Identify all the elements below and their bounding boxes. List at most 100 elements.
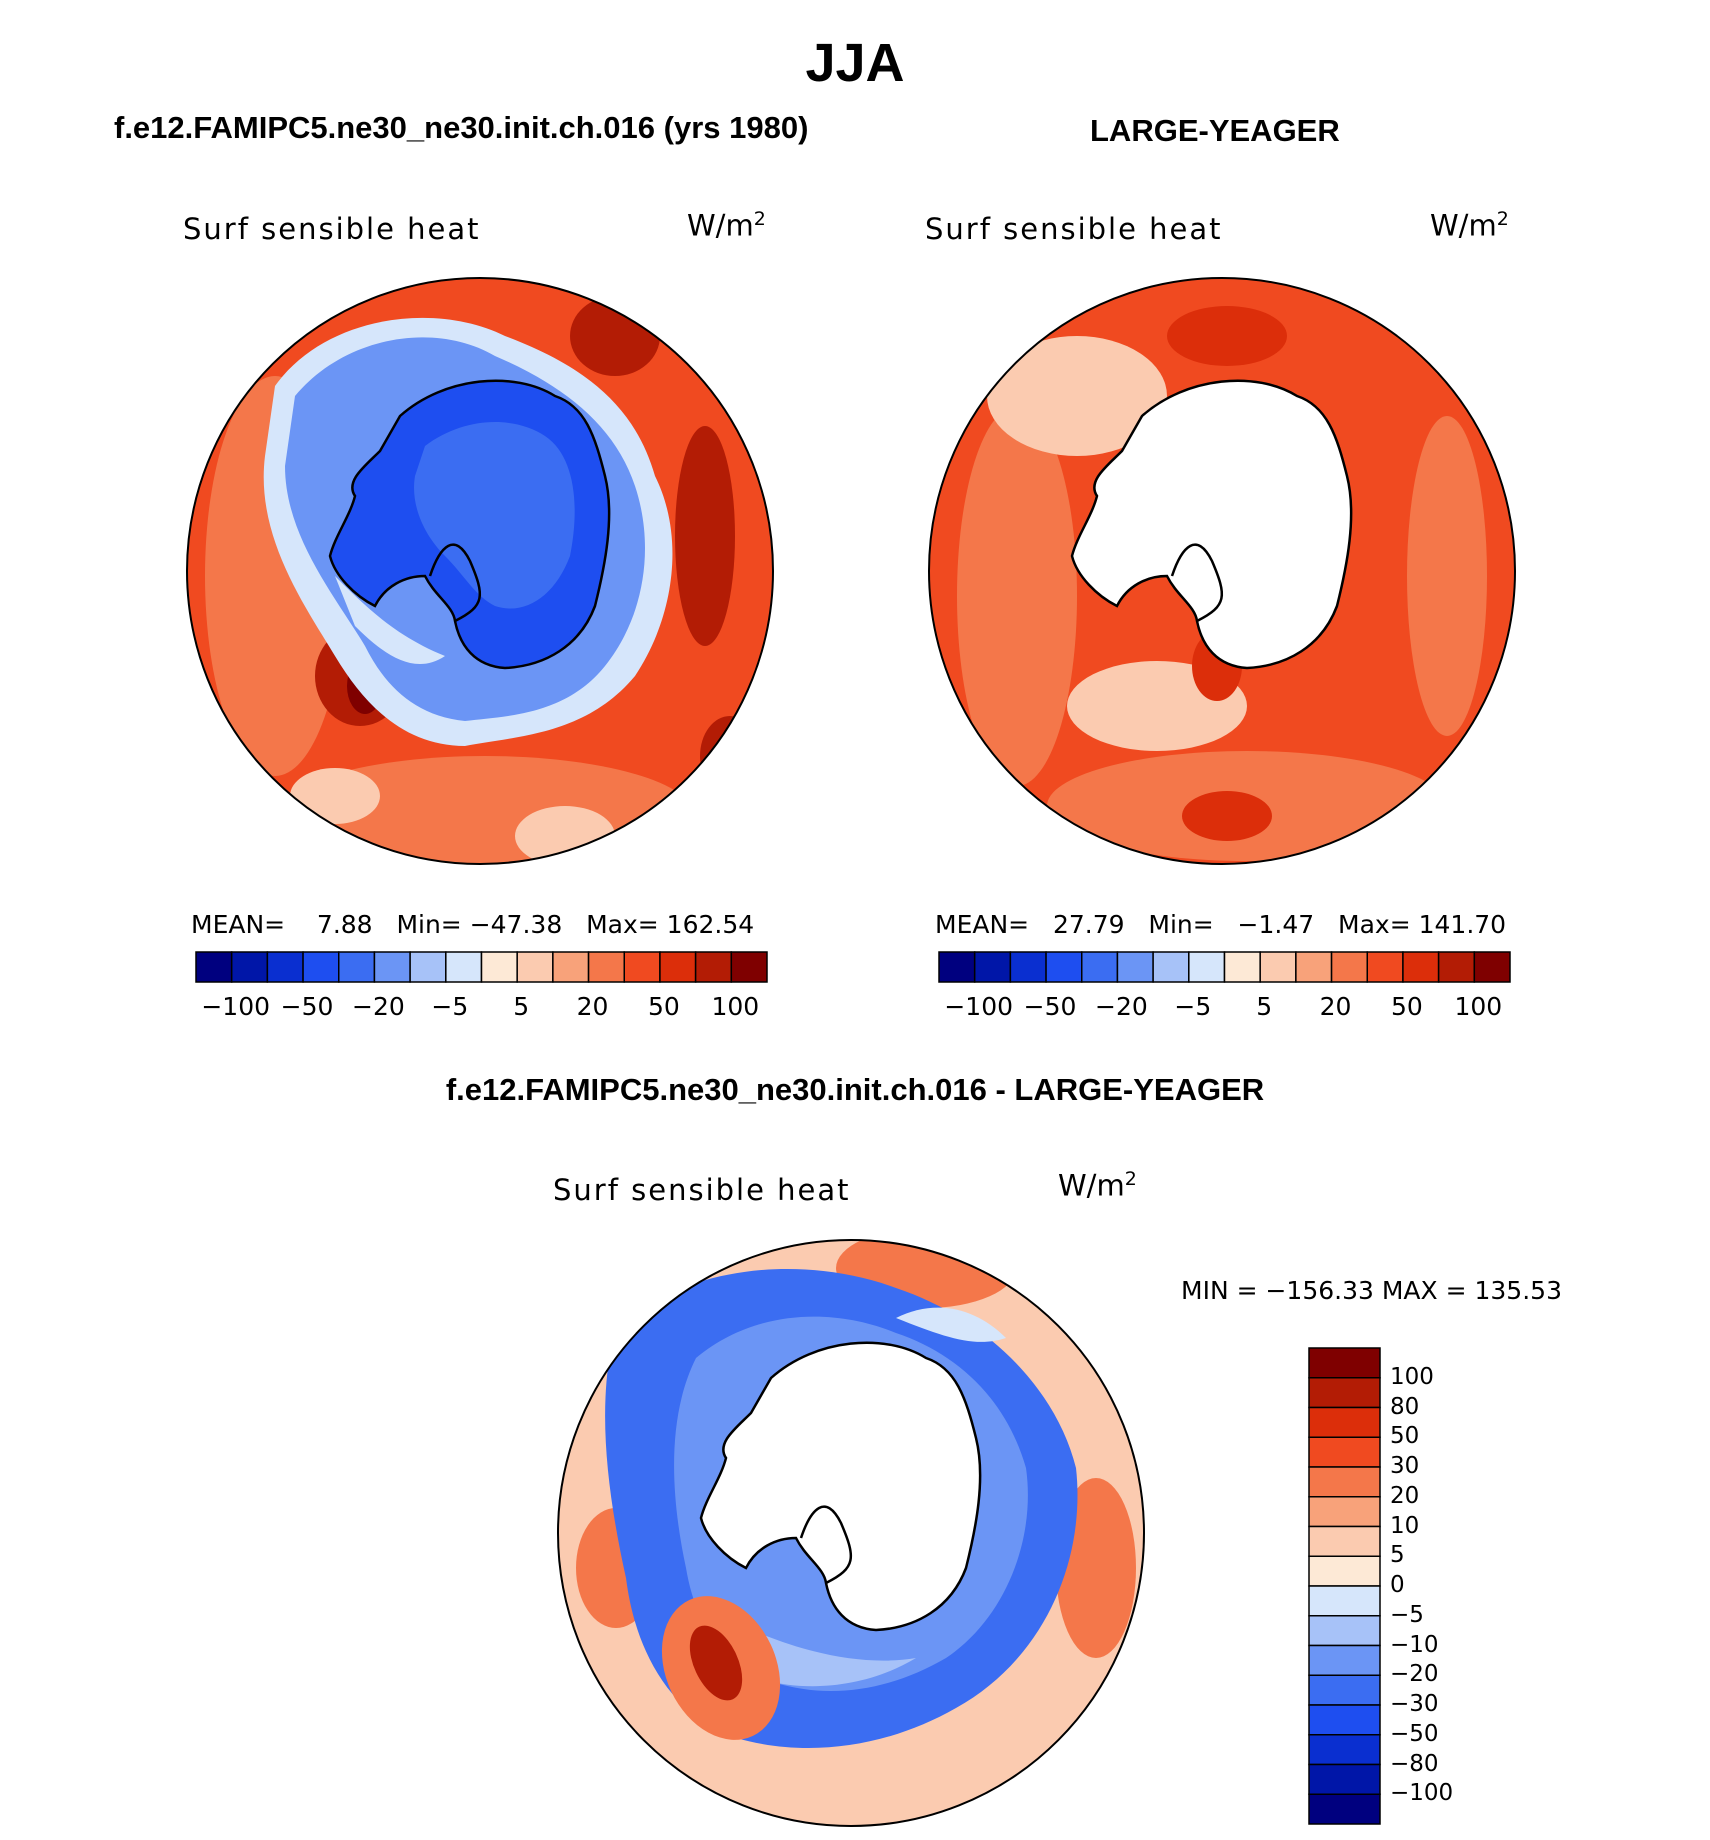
right-colorbar-tick-label: −50 — [1023, 992, 1077, 1021]
left-colorbar-swatch — [623, 951, 661, 983]
right-variable-label: Surf sensible heat — [925, 212, 1223, 246]
difference-hot-spot — [689, 1625, 743, 1701]
difference-colorbar-tick-label: 100 — [1390, 1363, 1434, 1390]
left-colorbar-swatch — [445, 951, 483, 983]
right-colorbar-tick-label: 100 — [1454, 992, 1503, 1021]
right-colorbar-swatch — [1116, 951, 1154, 983]
right-colorbar-tick-label: 5 — [1256, 992, 1273, 1021]
difference-colorbar-ticks: 100 80 50 30 20 10 5 0 −5 −10 −20 −30 −50 −80 −100 — [1390, 1348, 1510, 1824]
left-polar-map — [186, 277, 774, 865]
right-colorbar-swatch — [1330, 951, 1368, 983]
right-colorbar-swatch — [1366, 951, 1404, 983]
difference-panel-title: f.e12.FAMIPC5.ne30_ne30.init.ch.016 - LA… — [445, 1072, 1265, 1107]
right-antarctica — [1070, 379, 1353, 670]
left-colorbar-swatch — [552, 951, 590, 983]
right-colorbar-tick-label: −5 — [1174, 992, 1212, 1021]
left-colorbar-swatch — [694, 951, 733, 983]
right-colorbar-swatch — [1188, 951, 1226, 983]
left-colorbar-swatch — [230, 951, 269, 983]
difference-colorbar-swatch — [1308, 1763, 1381, 1795]
left-colorbar-swatch — [587, 951, 625, 983]
right-colorbar-swatch — [1473, 951, 1511, 983]
right-polar-map — [928, 277, 1516, 865]
left-colorbar-swatch — [409, 951, 447, 983]
left-colorbar-tick-label: 100 — [711, 992, 760, 1021]
difference-colorbar-tick-label: 5 — [1390, 1542, 1405, 1569]
right-colorbar-swatch — [1223, 951, 1261, 983]
difference-colorbar-swatch — [1308, 1525, 1381, 1557]
left-colorbar-swatch — [480, 951, 518, 983]
difference-colorbar-tick-label: −30 — [1390, 1691, 1439, 1717]
right-colorbar-swatch — [973, 951, 1012, 983]
difference-colorbar-swatch — [1308, 1347, 1381, 1379]
right-colorbar-swatch — [1259, 951, 1297, 983]
difference-units-label: W/m2 — [1058, 1168, 1137, 1203]
right-panel-case-title: LARGE-YEAGER — [1090, 113, 1340, 148]
difference-colorbar-swatch — [1308, 1496, 1381, 1528]
right-stats: MEAN= 27.79 Min= −1.47 Max= 141.70 — [935, 910, 1507, 939]
left-colorbar-swatch — [338, 951, 376, 983]
difference-colorbar-tick-label: −20 — [1390, 1661, 1439, 1688]
right-colorbar-swatch — [1437, 951, 1476, 983]
difference-colorbar-swatch — [1308, 1555, 1381, 1587]
right-colorbar-tick-label: 20 — [1319, 992, 1352, 1021]
difference-colorbar-swatch — [1308, 1406, 1381, 1438]
difference-stats: MIN = −156.33 MAX = 135.53 — [1181, 1276, 1562, 1305]
difference-colorbar-tick-label: 50 — [1390, 1423, 1420, 1450]
right-colorbar-tick-label: 50 — [1391, 992, 1423, 1021]
left-colorbar-tick-label: 50 — [648, 992, 680, 1021]
difference-colorbar-tick-label: 80 — [1390, 1393, 1420, 1420]
left-colorbar-ticks: −100 −50 −20 −5 5 20 50 100 — [196, 992, 767, 1026]
left-colorbar-tick-label: −5 — [431, 992, 469, 1021]
right-colorbar-swatch — [1152, 951, 1190, 983]
left-colorbar-swatch — [516, 951, 554, 983]
difference-colorbar-swatch — [1308, 1466, 1381, 1498]
difference-colorbar-tick-label: 30 — [1390, 1453, 1420, 1479]
left-colorbar-tick-label: −50 — [280, 992, 334, 1021]
left-colorbar-tick-label: −100 — [201, 992, 271, 1021]
difference-colorbar-tick-label: −100 — [1390, 1780, 1454, 1807]
right-colorbar-swatch — [1045, 951, 1083, 983]
left-colorbar-swatch — [373, 951, 411, 983]
left-colorbar-swatch — [730, 951, 768, 983]
right-colorbar-swatch — [1081, 951, 1119, 983]
left-colorbar-swatch — [266, 951, 304, 983]
difference-colorbar-swatch — [1308, 1436, 1381, 1468]
difference-colorbar-swatch — [1308, 1644, 1381, 1676]
left-variable-label: Surf sensible heat — [183, 212, 481, 246]
difference-polar-map — [557, 1239, 1145, 1827]
right-colorbar-swatch — [1295, 951, 1333, 983]
right-colorbar-swatch — [1402, 951, 1440, 983]
left-colorbar-tick-label: 5 — [513, 992, 530, 1021]
left-colorbar-swatch — [302, 951, 340, 983]
difference-colorbar-tick-label: −80 — [1390, 1750, 1439, 1777]
left-panel-case-title: f.e12.FAMIPC5.ne30_ne30.init.ch.016 (yrs… — [114, 110, 809, 145]
difference-colorbar-tick-label: 0 — [1390, 1572, 1405, 1598]
right-colorbar-tick-label: −100 — [944, 992, 1014, 1021]
right-units-label: W/m2 — [1430, 208, 1509, 243]
right-colorbar — [938, 951, 1511, 983]
difference-colorbar-swatch — [1308, 1704, 1381, 1736]
left-colorbar-swatch — [195, 951, 233, 983]
difference-colorbar — [1308, 1347, 1381, 1825]
difference-colorbar-swatch — [1308, 1674, 1381, 1706]
right-colorbar-swatch — [938, 951, 976, 983]
difference-colorbar-tick-label: −10 — [1390, 1631, 1439, 1658]
difference-colorbar-swatch — [1308, 1615, 1381, 1647]
difference-colorbar-tick-label: 10 — [1390, 1512, 1420, 1539]
right-colorbar-swatch — [1009, 951, 1047, 983]
difference-colorbar-tick-label: −50 — [1390, 1720, 1439, 1747]
left-colorbar-tick-label: −20 — [352, 992, 405, 1021]
left-colorbar — [195, 951, 768, 983]
left-units-label: W/m2 — [687, 208, 766, 243]
figure-title: JJA — [805, 33, 905, 93]
difference-variable-label: Surf sensible heat — [553, 1173, 851, 1207]
right-colorbar-tick-label: −20 — [1095, 992, 1148, 1021]
difference-antarctica — [699, 1341, 982, 1632]
left-stats: MEAN= 7.88 Min= −47.38 Max= 162.54 — [191, 910, 755, 939]
difference-colorbar-tick-label: −5 — [1390, 1601, 1424, 1628]
right-colorbar-ticks: −100 −50 −20 −5 5 20 50 100 — [939, 992, 1510, 1026]
difference-colorbar-swatch — [1308, 1793, 1381, 1825]
difference-colorbar-swatch — [1308, 1734, 1381, 1766]
difference-colorbar-swatch — [1308, 1585, 1381, 1617]
